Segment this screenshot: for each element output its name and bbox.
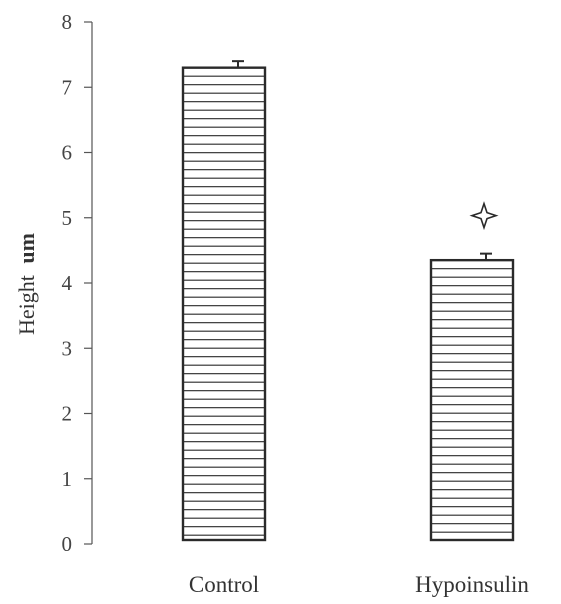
- y-tick-label: 5: [62, 206, 73, 230]
- bar-control: [181, 60, 267, 542]
- bar: [181, 66, 267, 542]
- bars-group: [181, 60, 515, 542]
- y-tick-label: 3: [62, 336, 73, 360]
- y-tick-label: 4: [62, 271, 73, 295]
- y-tick-label: 6: [62, 141, 73, 165]
- y-tick-label: 8: [62, 10, 73, 34]
- x-category-label: Control: [189, 572, 259, 597]
- y-axis: 0 1 2 3 4 5 6 7 8: [62, 10, 93, 556]
- x-category-label: Hypoinsulin: [415, 572, 529, 597]
- category-labels: Control Hypoinsulin: [189, 572, 530, 597]
- y-tick-label: 2: [62, 402, 73, 426]
- bar-hypoinsulin: [429, 201, 515, 542]
- y-tick-label: 0: [62, 532, 73, 556]
- y-axis-label: Height um: [14, 233, 39, 335]
- y-tick-label: 7: [62, 75, 73, 99]
- y-tick-label: 1: [62, 467, 73, 491]
- y-axis-label-text: Height: [14, 275, 39, 335]
- y-axis-label-unit: um: [14, 233, 39, 264]
- bar: [429, 258, 515, 542]
- significance-star-icon: [469, 201, 499, 231]
